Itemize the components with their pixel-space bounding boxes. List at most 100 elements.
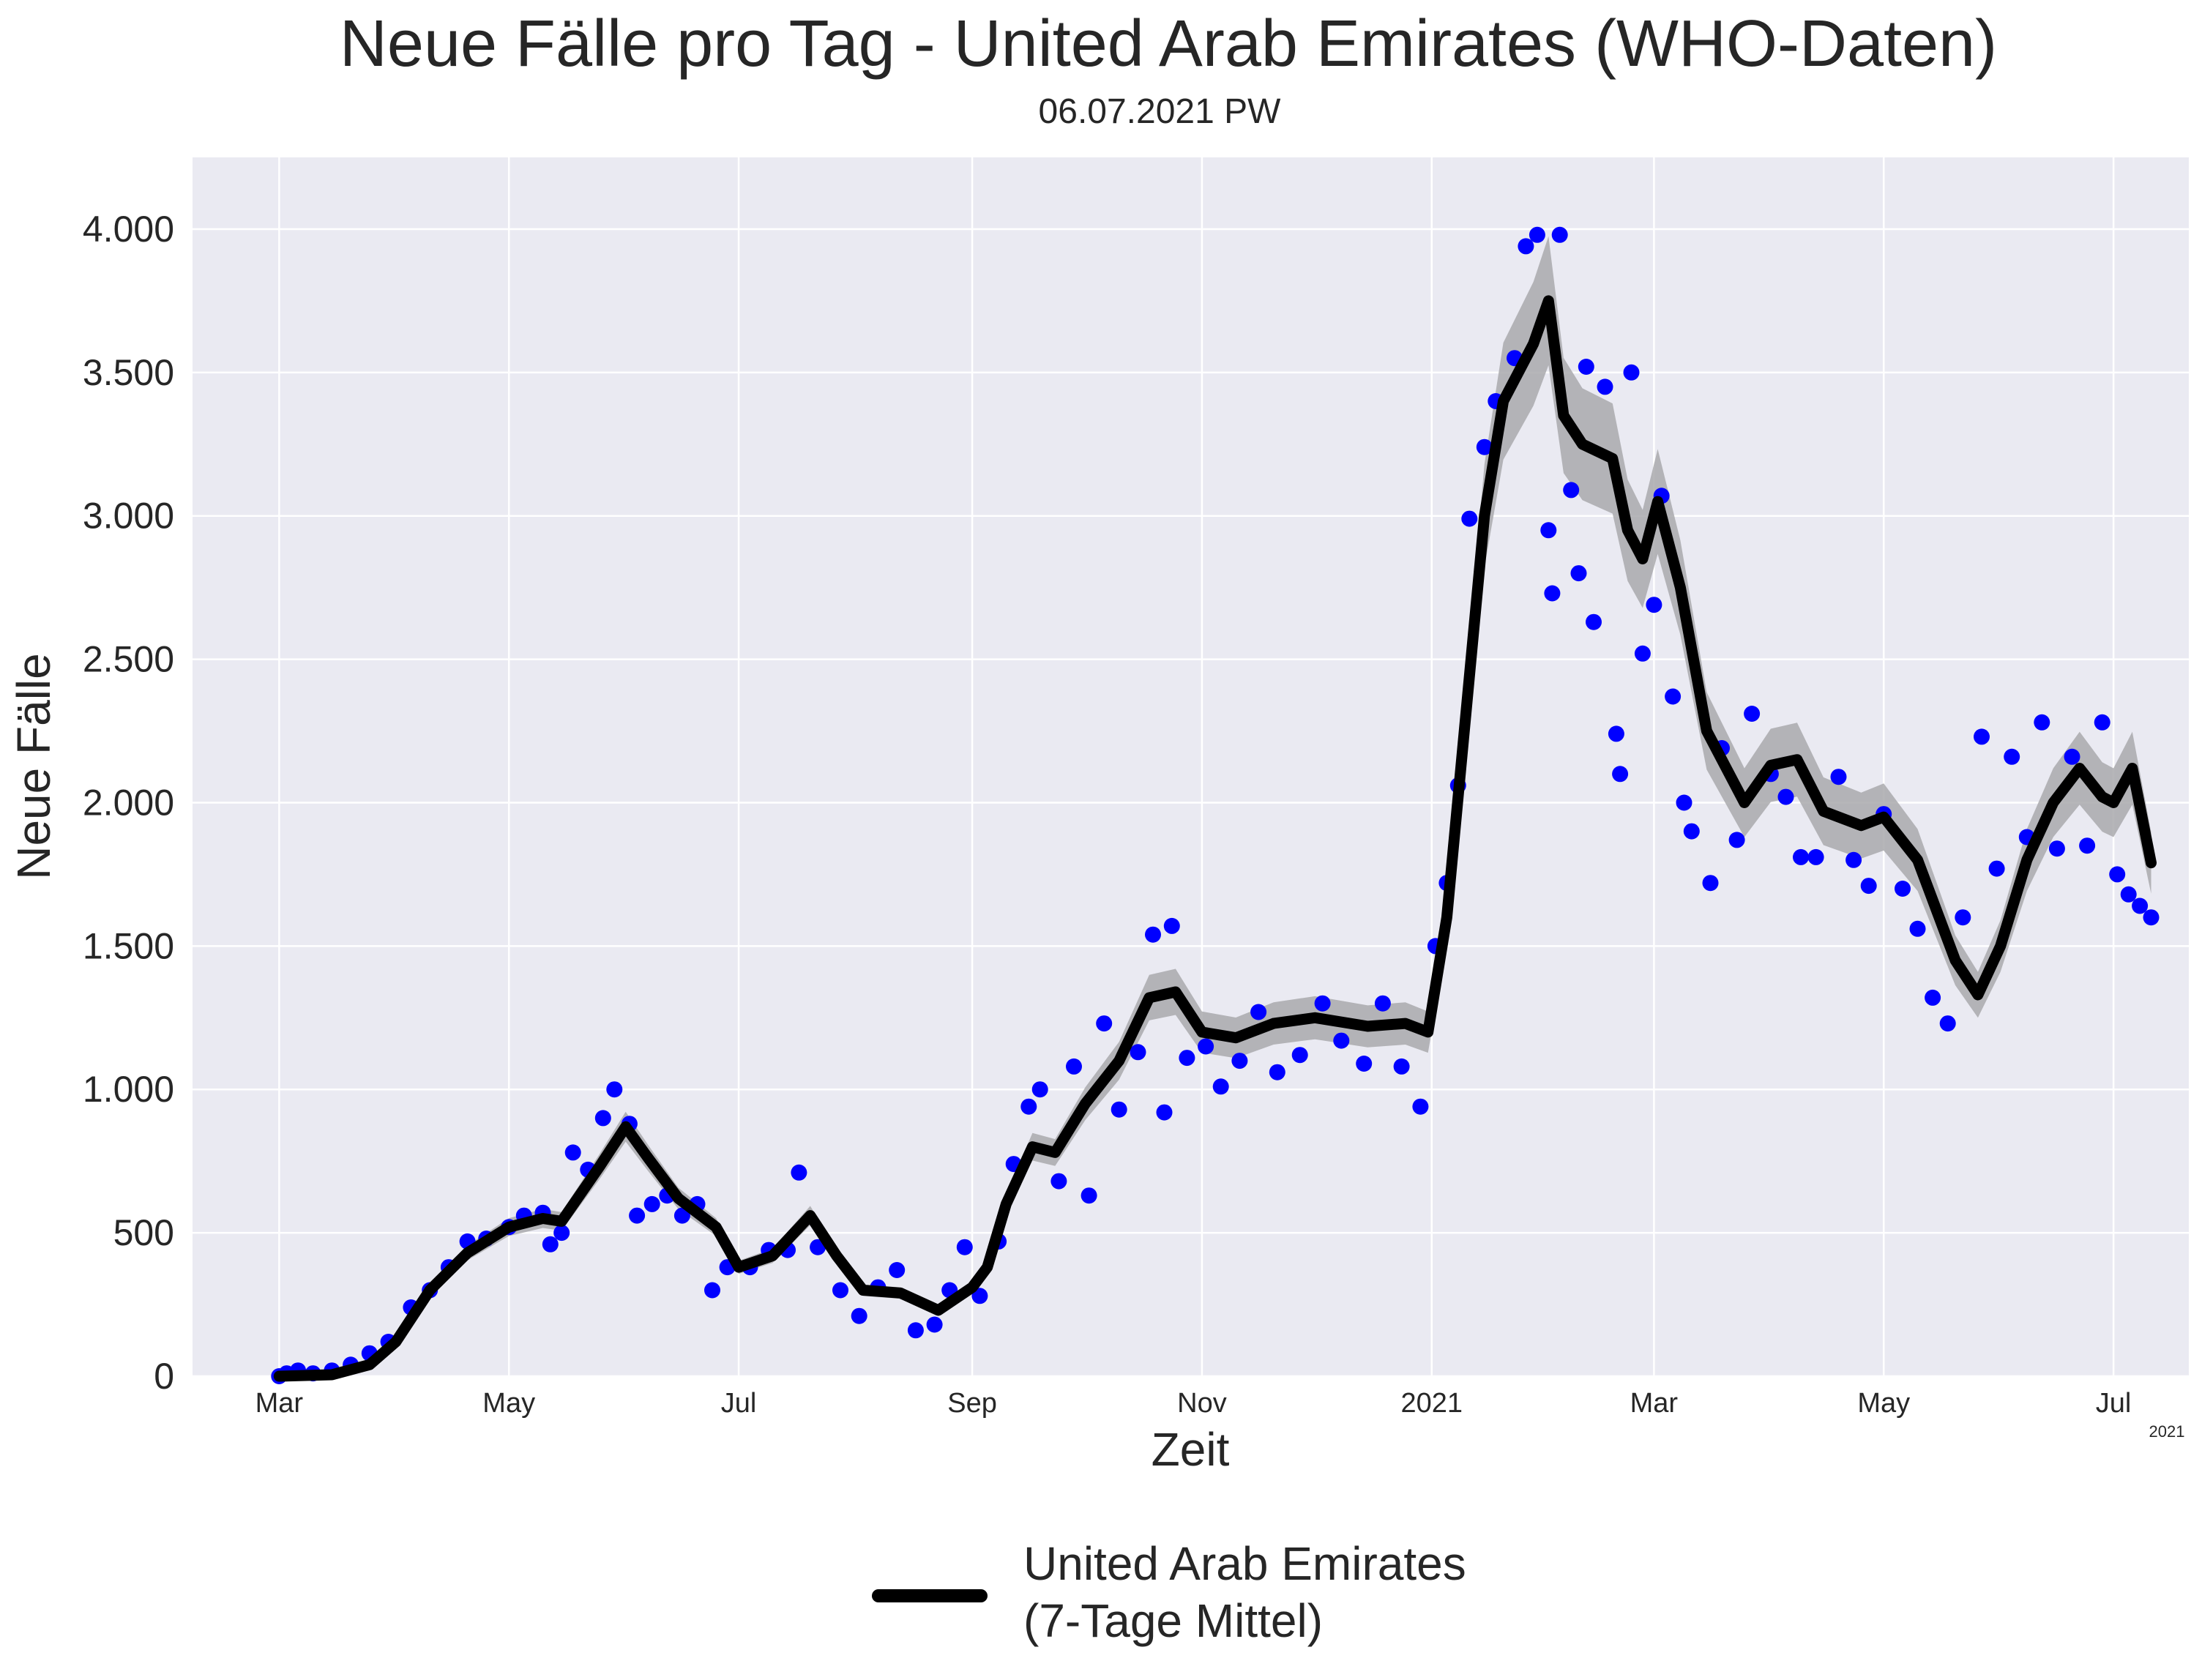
daily-case-point [926, 1316, 943, 1333]
daily-case-point [1845, 851, 1862, 868]
daily-case-point [1096, 1015, 1113, 1032]
plot-area [193, 157, 2189, 1376]
daily-case-point [851, 1307, 867, 1324]
daily-case-point [1130, 1044, 1146, 1061]
daily-case-point [1374, 995, 1391, 1012]
daily-case-point [564, 1144, 581, 1161]
daily-case-point [1608, 725, 1624, 742]
daily-case-point [1461, 510, 1478, 527]
y-tick-label: 1.500 [83, 925, 174, 966]
daily-case-point [2079, 837, 2096, 854]
daily-case-point [1333, 1032, 1350, 1049]
rolling-average-line [273, 295, 2157, 1382]
daily-case-point [2132, 897, 2149, 914]
x-tick-label: Mar [255, 1388, 304, 1419]
daily-case-point [1683, 823, 1700, 840]
x-tick-label: May [482, 1388, 535, 1419]
daily-case-point [1081, 1187, 1097, 1204]
y-tick-label: 1.000 [83, 1069, 174, 1110]
daily-case-point [1563, 482, 1580, 499]
daily-case-point [673, 1207, 690, 1224]
daily-case-point [1544, 585, 1561, 602]
daily-case-point [1793, 848, 1809, 865]
x-tick-labels: Mar May Jul Sep Nov 2021 Mar May Jul [255, 1388, 2132, 1419]
daily-case-point [1578, 359, 1594, 375]
x-tick-label: Nov [1177, 1388, 1227, 1419]
daily-case-point [643, 1195, 660, 1212]
daily-case-point [542, 1236, 559, 1252]
daily-case-point [1269, 1064, 1285, 1080]
daily-case-point [2004, 748, 2020, 765]
daily-case-point [907, 1322, 924, 1339]
daily-case-point [2048, 840, 2065, 857]
daily-case-point [1955, 909, 1971, 926]
daily-case-point [1623, 364, 1640, 381]
daily-case-point [1570, 565, 1587, 582]
daily-case-point [1612, 766, 1629, 783]
daily-case-point [2064, 748, 2080, 765]
daily-case-point [1665, 688, 1682, 705]
daily-case-point [704, 1282, 720, 1299]
daily-case-point [1646, 597, 1662, 613]
daily-case-point [956, 1239, 973, 1255]
daily-case-point [1212, 1078, 1229, 1095]
daily-case-point [553, 1225, 570, 1242]
y-tick-labels: 0 500 1.000 1.500 2.000 2.500 3.000 3.500 4.000 [83, 209, 174, 1397]
daily-case-point [1291, 1047, 1308, 1064]
daily-case-point [2120, 886, 2137, 903]
daily-case-point [1634, 645, 1651, 662]
daily-case-point [1314, 995, 1331, 1012]
daily-case-point [1050, 1173, 1067, 1190]
daily-case-point [1860, 878, 1877, 895]
daily-case-point [1111, 1101, 1127, 1118]
daily-case-point [2034, 714, 2050, 731]
daily-case-point [1777, 788, 1794, 805]
x-tick-label: Sep [947, 1388, 997, 1419]
x-tick-label: May [1857, 1388, 1910, 1419]
daily-case-point [1744, 706, 1761, 722]
x-tick-label: 2021 [1401, 1388, 1463, 1419]
y-tick-label: 4.000 [83, 209, 174, 250]
daily-case-point [1974, 728, 1990, 745]
daily-case-point [1476, 438, 1493, 455]
x-tick-label: Jul [2096, 1388, 2132, 1419]
daily-case-point [1145, 926, 1161, 943]
grid-lines [193, 157, 2189, 1378]
daily-case-point [1198, 1038, 1214, 1055]
daily-case-point [1066, 1058, 1082, 1075]
daily-case-point [1925, 989, 1941, 1006]
daily-case-point [1830, 769, 1847, 785]
daily-case-point [1909, 920, 1926, 937]
daily-case-point [1529, 226, 1545, 243]
legend: United Arab Emirates (7-Tage Mittel) [872, 1537, 1466, 1647]
daily-case-point [1156, 1104, 1173, 1121]
daily-case-point [1939, 1015, 1956, 1032]
rolling-average-line-group [273, 295, 2157, 1382]
y-tick-label: 500 [113, 1212, 174, 1253]
x-tick-label: Mar [1630, 1388, 1679, 1419]
daily-case-point [594, 1110, 611, 1127]
daily-case-point [2094, 714, 2110, 731]
daily-case-point [1020, 1098, 1037, 1115]
daily-case-point [1250, 1004, 1267, 1020]
daily-case-point [1586, 613, 1602, 630]
daily-case-point [629, 1207, 646, 1224]
daily-case-point [1540, 522, 1557, 539]
daily-case-point [1518, 238, 1534, 255]
y-tick-label: 2.500 [83, 639, 174, 680]
daily-case-point [971, 1288, 988, 1304]
daily-case-point [1676, 794, 1692, 811]
y-axis-label: Neue Fälle [7, 653, 60, 880]
daily-case-point [1179, 1050, 1195, 1067]
chart-title: Neue Fälle pro Tag - United Arab Emirate… [340, 7, 1997, 81]
x-tick-label: Jul [721, 1388, 757, 1419]
x-axis-label: Zeit [1152, 1423, 1230, 1476]
daily-case-point [1728, 832, 1745, 848]
daily-case-point [1412, 1098, 1429, 1115]
daily-case-point [1702, 875, 1719, 892]
y-tick-label: 3.500 [83, 352, 174, 393]
daily-case-point [791, 1164, 807, 1181]
legend-entry-label: United Arab Emirates (7-Tage Mittel) [1023, 1537, 1466, 1647]
daily-case-point [1393, 1058, 1410, 1075]
daily-case-point [1988, 860, 2005, 877]
